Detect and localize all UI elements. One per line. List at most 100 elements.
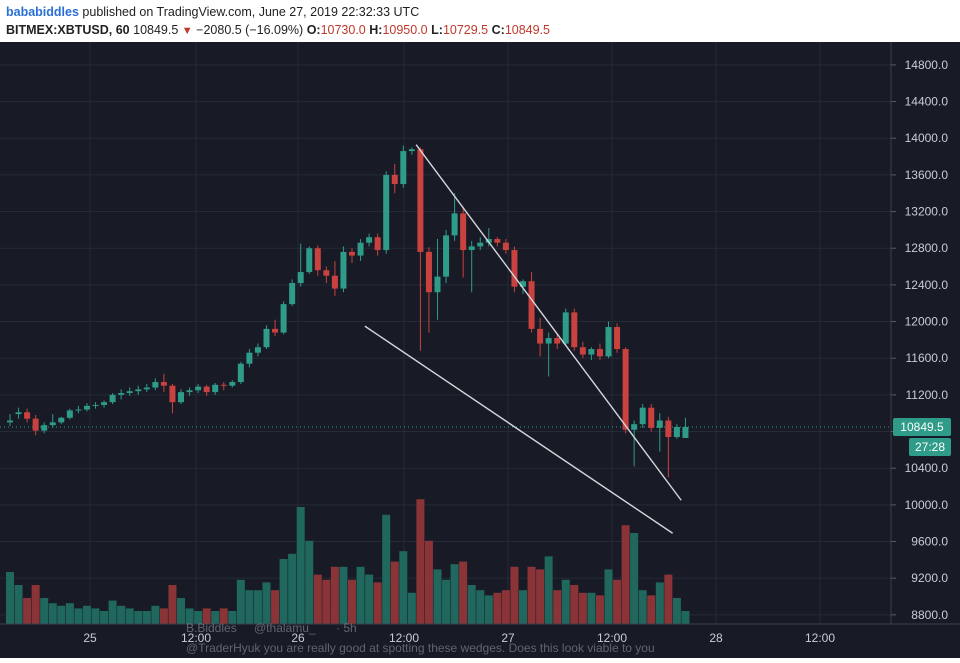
candle-body[interactable] bbox=[220, 384, 227, 386]
price-tick-label: 9600.0 bbox=[911, 535, 948, 549]
candle-body[interactable] bbox=[92, 404, 99, 406]
candle-body[interactable] bbox=[631, 424, 638, 430]
candle-body[interactable] bbox=[83, 405, 90, 410]
candle-body[interactable] bbox=[511, 250, 518, 287]
author-username[interactable]: bababiddles bbox=[6, 5, 79, 19]
candle-body[interactable] bbox=[391, 174, 398, 185]
candle-body[interactable] bbox=[639, 407, 646, 425]
volume-bar bbox=[313, 574, 322, 624]
candle-body[interactable] bbox=[520, 281, 526, 287]
chart-area[interactable]: 8800.09200.09600.010000.010400.010800.01… bbox=[0, 42, 960, 658]
candle-body[interactable] bbox=[254, 347, 261, 353]
candle-body[interactable] bbox=[562, 312, 569, 344]
volume-bar bbox=[399, 551, 408, 624]
candle-body[interactable] bbox=[75, 409, 82, 411]
candle-body[interactable] bbox=[682, 426, 689, 438]
candle-body[interactable] bbox=[477, 242, 484, 247]
candle-body[interactable] bbox=[400, 151, 407, 185]
candle-body[interactable] bbox=[135, 389, 142, 392]
candle-body[interactable] bbox=[24, 412, 31, 419]
candle-body[interactable] bbox=[340, 251, 347, 289]
candle-body[interactable] bbox=[665, 420, 672, 438]
wedge-trendline[interactable] bbox=[364, 325, 674, 534]
candle-body[interactable] bbox=[425, 251, 432, 293]
candle-body[interactable] bbox=[58, 417, 65, 423]
candle-body[interactable] bbox=[383, 174, 390, 251]
candle-body[interactable] bbox=[126, 391, 133, 394]
candle-body[interactable] bbox=[169, 385, 176, 403]
candle-body[interactable] bbox=[101, 402, 108, 405]
candle-body[interactable] bbox=[554, 338, 561, 344]
candle-body[interactable] bbox=[648, 407, 655, 428]
candle-body[interactable] bbox=[246, 352, 253, 364]
candle-body[interactable] bbox=[212, 384, 219, 393]
candle-body[interactable] bbox=[374, 237, 381, 251]
candle-body[interactable] bbox=[408, 149, 415, 152]
price-tick-label: 11600.0 bbox=[906, 351, 949, 365]
candle-body[interactable] bbox=[41, 425, 48, 431]
candle-body[interactable] bbox=[7, 420, 13, 423]
candle-body[interactable] bbox=[160, 382, 167, 386]
candle-body[interactable] bbox=[349, 251, 355, 256]
candle-body[interactable] bbox=[537, 328, 544, 344]
candle-body[interactable] bbox=[178, 392, 184, 403]
candle-body[interactable] bbox=[203, 386, 210, 393]
candle-body[interactable] bbox=[280, 304, 287, 333]
candle-body[interactable] bbox=[289, 283, 296, 305]
candle-body[interactable] bbox=[66, 410, 73, 418]
time-axis[interactable]: 25 12:00 26 12:00 27 12:00 28 12:00 bbox=[83, 631, 835, 645]
candle-body[interactable] bbox=[314, 248, 321, 271]
candle-body[interactable] bbox=[528, 281, 535, 329]
candle-body[interactable] bbox=[357, 242, 364, 256]
wedge-trendline[interactable] bbox=[415, 144, 682, 501]
candle-body[interactable] bbox=[485, 239, 492, 243]
symbol-label[interactable]: BITMEX:XBTUSD, 60 bbox=[6, 23, 130, 37]
candles[interactable] bbox=[7, 145, 689, 478]
candle-body[interactable] bbox=[622, 349, 629, 430]
candle-body[interactable] bbox=[656, 420, 663, 428]
candle-body[interactable] bbox=[331, 275, 338, 289]
time-tick-label: 26 bbox=[291, 631, 305, 645]
candle-body[interactable] bbox=[596, 349, 603, 357]
candle-body[interactable] bbox=[605, 327, 612, 357]
candle-body[interactable] bbox=[366, 237, 373, 243]
open-value: 10730.0 bbox=[320, 23, 366, 37]
candle-body[interactable] bbox=[434, 276, 441, 293]
candle-body[interactable] bbox=[49, 422, 56, 426]
candle-body[interactable] bbox=[673, 426, 680, 438]
candle-body[interactable] bbox=[272, 328, 279, 333]
candle-body[interactable] bbox=[237, 363, 244, 383]
time-tick-label: 27 bbox=[501, 631, 515, 645]
candle-body[interactable] bbox=[152, 382, 159, 388]
candle-body[interactable] bbox=[143, 387, 150, 390]
candle-body[interactable] bbox=[195, 386, 202, 391]
candle-body[interactable] bbox=[32, 418, 39, 431]
candle-body[interactable] bbox=[468, 246, 475, 251]
price-chart[interactable]: 8800.09200.09600.010000.010400.010800.01… bbox=[0, 42, 960, 658]
price-tick-label: 13600.0 bbox=[905, 168, 949, 182]
candle-body[interactable] bbox=[417, 149, 424, 252]
candle-body[interactable] bbox=[297, 272, 304, 284]
candle-body[interactable] bbox=[306, 248, 313, 273]
candle-body[interactable] bbox=[109, 394, 116, 403]
candle-body[interactable] bbox=[263, 328, 270, 348]
candle-body[interactable] bbox=[323, 270, 330, 276]
candle-body[interactable] bbox=[15, 412, 22, 415]
volume-bar bbox=[373, 582, 382, 624]
trendlines[interactable] bbox=[364, 144, 682, 534]
candle-body[interactable] bbox=[229, 382, 236, 386]
candle-body[interactable] bbox=[614, 327, 621, 350]
candle-body[interactable] bbox=[494, 239, 501, 243]
volume-bar bbox=[14, 585, 23, 624]
candle-body[interactable] bbox=[186, 390, 193, 393]
candle-body[interactable] bbox=[460, 213, 467, 251]
candle-body[interactable] bbox=[545, 338, 552, 344]
candle-body[interactable] bbox=[118, 393, 125, 395]
candle-body[interactable] bbox=[571, 312, 578, 348]
candle-body[interactable] bbox=[588, 349, 595, 355]
candle-body[interactable] bbox=[451, 213, 458, 236]
candle-body[interactable] bbox=[579, 347, 586, 355]
candle-body[interactable] bbox=[443, 235, 450, 277]
candle-body[interactable] bbox=[502, 242, 509, 251]
volume-bar bbox=[613, 579, 622, 624]
